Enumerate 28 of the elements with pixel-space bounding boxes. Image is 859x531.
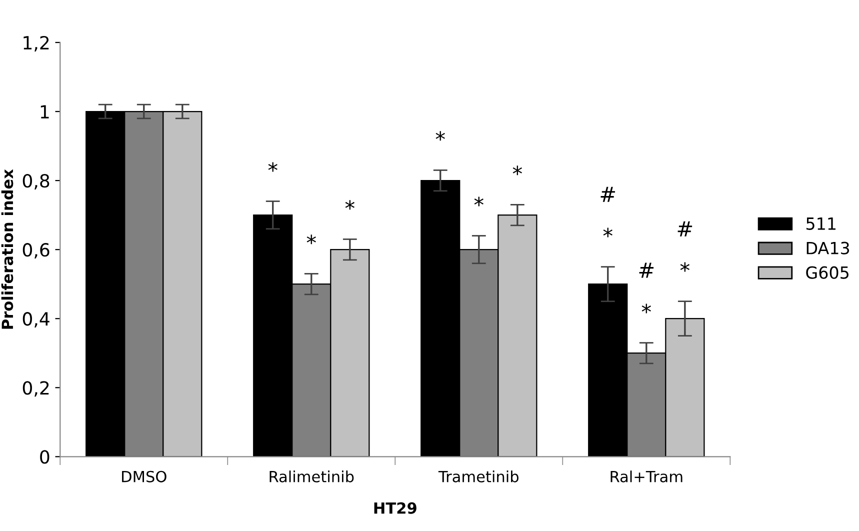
- x-tick-label: Ralimetinib: [270, 470, 354, 482]
- legend-label: G605: [806, 266, 848, 279]
- annotation: #: [678, 221, 692, 236]
- x-tick-label: DMSO: [122, 470, 166, 482]
- y-axis-title: Proliferation index: [1, 169, 14, 329]
- x-tick-label: Trametinib: [438, 470, 518, 482]
- annotation: *: [436, 131, 445, 141]
- annotation: *: [345, 200, 354, 210]
- annotation: #: [639, 262, 654, 278]
- annotation: #: [600, 186, 615, 202]
- y-tick-label: 0: [40, 450, 50, 464]
- y-tick-label: 1,2: [24, 36, 49, 52]
- x-tick-label: Ral+Tram: [610, 470, 682, 482]
- annotation: *: [268, 162, 278, 172]
- y-tick-label: 0,4: [22, 312, 50, 328]
- annotation: *: [474, 196, 484, 206]
- y-tick-label: 0,8: [22, 174, 50, 190]
- legend-label: 511: [806, 218, 836, 230]
- y-tick-label: 0,6: [22, 243, 50, 259]
- y-tick-label: 0,2: [22, 381, 49, 397]
- y-tick-label: 1: [40, 105, 49, 118]
- annotation: *: [680, 262, 690, 272]
- legend-label: DA13: [806, 242, 850, 254]
- annotation: *: [306, 234, 316, 244]
- annotation: *: [603, 228, 612, 238]
- annotation: *: [642, 304, 651, 314]
- annotation: *: [512, 166, 522, 176]
- x-axis-title: HT29: [374, 502, 416, 514]
